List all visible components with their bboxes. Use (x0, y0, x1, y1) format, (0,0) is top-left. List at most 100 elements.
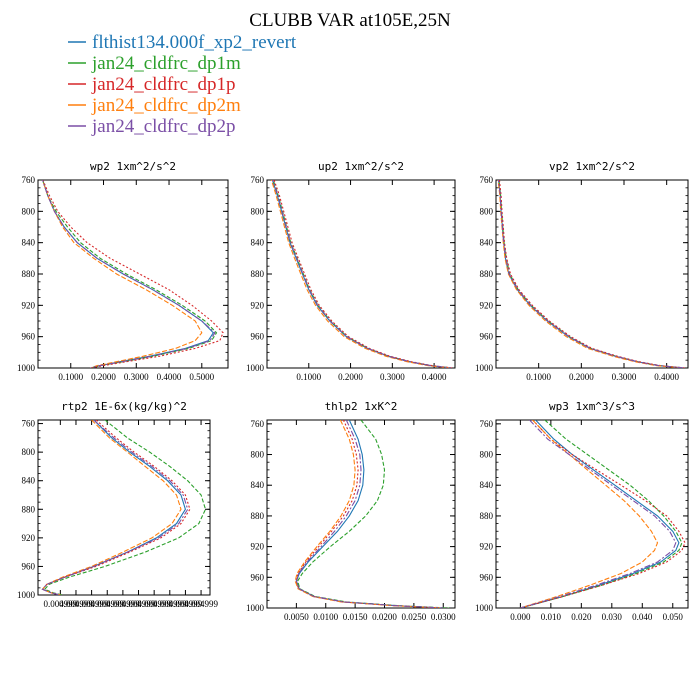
x-tick-label: 0.004999 (90, 599, 124, 609)
x-tick-label: 0.3000 (612, 372, 637, 382)
x-tick-label: 0.004999 (169, 599, 203, 609)
legend-label: jan24_cldfrc_dp2m (91, 95, 241, 116)
x-tick-label: 0.020 (571, 612, 592, 622)
x-tick-label: 0.004999 (43, 599, 77, 609)
series-line (520, 420, 677, 608)
series-line (295, 420, 444, 608)
y-tick-label: 920 (22, 533, 36, 543)
x-tick-label: 0.4000 (654, 372, 679, 382)
series-line (273, 180, 453, 368)
y-tick-label: 1000 (475, 363, 494, 373)
legend: flthist134.000f_xp2_revertjan24_cldfrc_d… (68, 32, 297, 137)
plot-frame (266, 179, 456, 369)
x-tick-label: 0.004999 (153, 599, 187, 609)
y-tick-label: 800 (251, 206, 265, 216)
y-tick-label: 760 (251, 419, 265, 429)
series-line (297, 420, 450, 608)
x-tick-label: 0.000 (510, 612, 531, 622)
x-tick-label: 0.010 (541, 612, 562, 622)
x-tick-label: 0.004999 (122, 599, 156, 609)
series-line (520, 420, 680, 608)
series-line (520, 420, 683, 608)
panel-title: wp3 1xm^3/s^3 (549, 400, 635, 413)
y-tick-label: 800 (22, 206, 36, 216)
x-tick-label: 0.004999 (137, 599, 171, 609)
y-tick-label: 800 (251, 450, 265, 460)
y-tick-label: 920 (480, 542, 494, 552)
series-line (41, 420, 191, 595)
y-tick-label: 1000 (246, 363, 265, 373)
series-line (271, 180, 451, 368)
x-tick-label: 0.5000 (189, 372, 214, 382)
series-line (42, 180, 214, 368)
y-tick-label: 960 (251, 572, 265, 582)
y-tick-label: 960 (22, 332, 36, 342)
y-tick-label: 880 (480, 269, 494, 279)
panel: vp2 1xm^2/s^2 760 800 840 880 920 960 1000 0.100… (475, 160, 689, 382)
y-tick-label: 800 (480, 450, 494, 460)
x-tick-label: 0.050 (663, 612, 684, 622)
y-tick-label: 960 (480, 572, 494, 582)
x-tick-label: 0.0150 (343, 612, 368, 622)
y-tick-label: 1000 (246, 603, 265, 613)
x-tick-label: 0.040 (632, 612, 653, 622)
series-line (43, 420, 207, 595)
series-line (294, 420, 441, 608)
series-line (520, 420, 686, 608)
panel: rtp2 1E-6x(kg/kg)^2 760 800 840 880 920 960 100… (17, 400, 218, 609)
y-tick-label: 840 (251, 480, 265, 490)
panel: wp2 1xm^2/s^2 760 800 840 880 920 960 1000 0.100… (17, 160, 229, 382)
x-tick-label: 0.4000 (157, 372, 182, 382)
y-tick-label: 800 (22, 447, 36, 457)
series-line (41, 420, 186, 595)
x-tick-label: 0.3000 (380, 372, 405, 382)
series-line (272, 180, 452, 368)
y-tick-label: 840 (480, 480, 494, 490)
legend-label: jan24_cldfrc_dp1p (91, 74, 236, 95)
x-tick-label: 0.004999 (59, 599, 93, 609)
y-tick-label: 800 (480, 206, 494, 216)
x-tick-label: 0.4000 (422, 372, 447, 382)
x-tick-label: 0.004999 (75, 599, 109, 609)
panel: wp3 1xm^3/s^3 760 800 840 880 920 960 1000 0.000… (475, 400, 689, 622)
y-tick-label: 840 (480, 238, 494, 248)
x-tick-label: 0.2000 (338, 372, 363, 382)
series-line (41, 420, 189, 595)
y-tick-label: 840 (251, 238, 265, 248)
y-tick-label: 960 (251, 332, 265, 342)
panel-title: rtp2 1E-6x(kg/kg)^2 (61, 400, 187, 413)
series-line (42, 180, 203, 368)
x-tick-label: 0.1000 (296, 372, 321, 382)
x-tick-label: 0.004999 (184, 599, 218, 609)
legend-label: jan24_cldfrc_dp2p (91, 116, 236, 137)
x-tick-label: 0.0050 (284, 612, 309, 622)
panel-title: wp2 1xm^2/s^2 (90, 160, 176, 173)
y-tick-label: 1000 (17, 590, 36, 600)
y-tick-label: 920 (480, 300, 494, 310)
y-tick-label: 760 (480, 175, 494, 185)
x-tick-label: 0.2000 (91, 372, 116, 382)
y-tick-label: 960 (480, 332, 494, 342)
panel: up2 1xm^2/s^2 760 800 840 880 920 960 1000 0.100… (246, 160, 456, 382)
series-line (295, 420, 444, 608)
x-tick-label: 0.0100 (313, 612, 338, 622)
series-line (295, 420, 444, 608)
series-line (520, 420, 659, 608)
panel-grid: wp2 1xm^2/s^2 760 800 840 880 920 960 1000 0.100… (17, 160, 689, 622)
plot-frame (495, 419, 689, 609)
y-tick-label: 880 (480, 511, 494, 521)
series-line (272, 180, 452, 368)
panel-title: thlp2 1xK^2 (325, 400, 398, 413)
series-line (42, 180, 224, 368)
x-tick-label: 0.0250 (402, 612, 427, 622)
series-line (270, 180, 449, 368)
plot-frame (37, 179, 229, 369)
legend-label: jan24_cldfrc_dp1m (91, 53, 241, 74)
y-tick-label: 1000 (475, 603, 494, 613)
y-tick-label: 760 (480, 419, 494, 429)
x-tick-label: 0.030 (602, 612, 623, 622)
series-line (497, 180, 682, 368)
y-tick-label: 760 (22, 419, 36, 429)
y-tick-label: 1000 (17, 363, 36, 373)
y-tick-label: 880 (22, 504, 36, 514)
